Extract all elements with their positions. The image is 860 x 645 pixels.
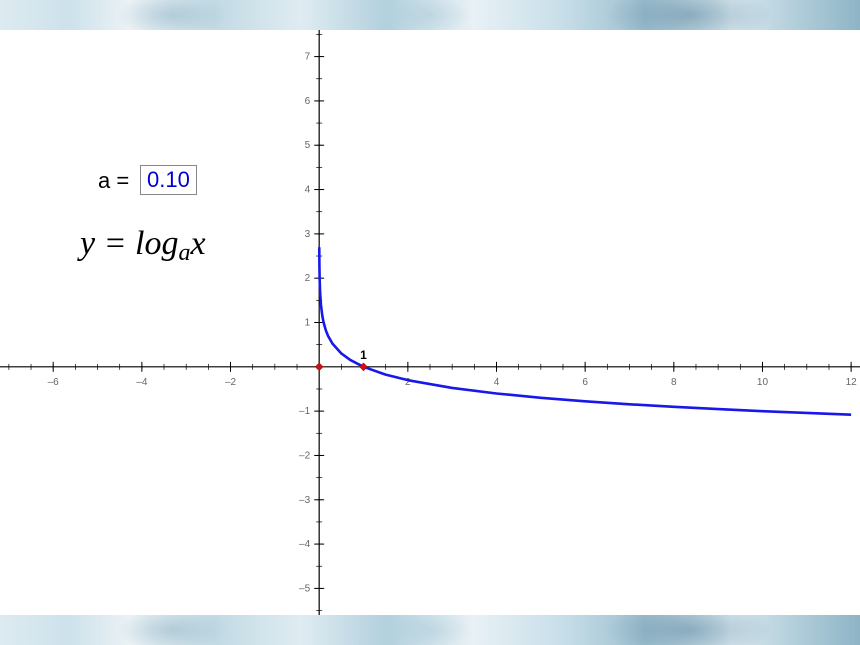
equation-func: log [135,225,178,262]
y-tick-label: 6 [305,96,311,107]
equation-sub: a [179,240,191,266]
chart-svg: –6–4–224681012–5–4–3–2–112345671 [0,30,860,615]
marker-label: 1 [360,348,367,362]
equation-arg: x [191,225,206,262]
marker-point [315,363,323,371]
x-tick-label: 10 [757,377,769,388]
y-tick-label: –4 [299,539,311,550]
parameter-value-box[interactable]: 0.10 [140,165,197,195]
y-tick-label: 7 [305,52,311,63]
log-curve [319,247,851,414]
x-tick-label: –4 [136,377,148,388]
y-tick-label: –5 [299,583,311,594]
y-tick-label: 5 [305,140,311,151]
x-tick-label: 6 [582,377,588,388]
y-tick-label: 1 [305,318,311,329]
equation-label: y = logax [80,225,206,267]
y-tick-label: 2 [305,273,311,284]
parameter-label: a = [98,168,129,194]
y-tick-label: 4 [305,185,311,196]
equation-eq: = [95,225,135,262]
plot-area: –6–4–224681012–5–4–3–2–112345671 a = 0.1… [0,30,860,615]
x-tick-label: –6 [48,377,60,388]
equation-lhs: y [80,225,95,262]
y-tick-label: 3 [305,229,311,240]
y-tick-label: –1 [299,406,311,417]
y-tick-label: –3 [299,495,311,506]
decorative-top-band [0,0,860,30]
x-tick-label: 8 [671,377,677,388]
y-tick-label: –2 [299,450,311,461]
decorative-bottom-band [0,615,860,645]
x-tick-label: –2 [225,377,237,388]
x-tick-label: 12 [846,377,858,388]
x-tick-label: 4 [494,377,500,388]
